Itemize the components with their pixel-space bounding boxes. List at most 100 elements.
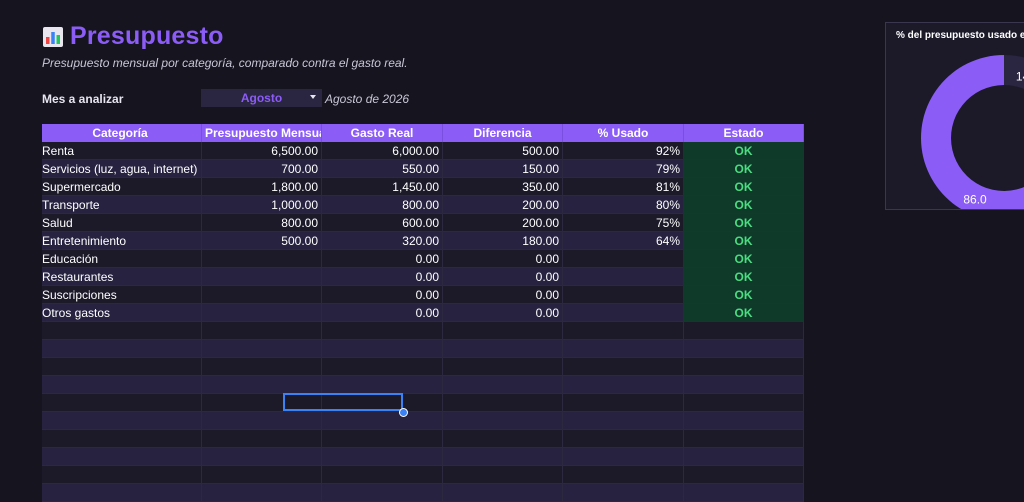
table-cell[interactable] [684, 376, 804, 394]
table-cell[interactable] [202, 358, 322, 376]
table-cell[interactable] [563, 376, 684, 394]
table-cell[interactable]: Salud [42, 214, 202, 232]
table-cell[interactable]: 200.00 [443, 214, 563, 232]
table-cell[interactable]: 1,450.00 [322, 178, 443, 196]
table-cell[interactable] [202, 484, 322, 502]
status-badge[interactable]: OK [684, 160, 804, 178]
table-cell[interactable]: 1,800.00 [202, 178, 322, 196]
table-cell[interactable] [684, 412, 804, 430]
table-cell[interactable] [443, 340, 563, 358]
table-cell[interactable]: 550.00 [322, 160, 443, 178]
table-cell[interactable] [202, 466, 322, 484]
selected-cell[interactable] [283, 393, 403, 411]
donut-slice[interactable] [921, 55, 1024, 210]
table-cell[interactable] [563, 268, 684, 286]
table-cell[interactable] [42, 376, 202, 394]
table-cell[interactable] [563, 412, 684, 430]
table-cell[interactable]: 1,000.00 [202, 196, 322, 214]
table-cell[interactable]: 180.00 [443, 232, 563, 250]
donut-chart[interactable]: 14.0% 86.0 % del presupuesto usado est [885, 22, 1024, 210]
table-cell[interactable] [42, 358, 202, 376]
table-cell[interactable]: Suscripciones [42, 286, 202, 304]
table-cell[interactable] [684, 466, 804, 484]
table-cell[interactable]: 0.00 [443, 304, 563, 322]
table-cell[interactable]: Renta [42, 142, 202, 160]
table-cell[interactable] [563, 466, 684, 484]
table-cell[interactable] [443, 412, 563, 430]
column-header[interactable]: Presupuesto Mensual [202, 124, 322, 142]
table-cell[interactable]: 500.00 [443, 142, 563, 160]
table-cell[interactable] [322, 430, 443, 448]
table-cell[interactable] [202, 430, 322, 448]
table-cell[interactable]: 75% [563, 214, 684, 232]
table-cell[interactable] [443, 358, 563, 376]
table-cell[interactable]: 800.00 [322, 196, 443, 214]
table-cell[interactable] [563, 322, 684, 340]
table-cell[interactable] [202, 376, 322, 394]
table-cell[interactable] [322, 394, 443, 412]
fill-handle[interactable] [399, 408, 408, 417]
table-cell[interactable]: 150.00 [443, 160, 563, 178]
table-cell[interactable] [202, 394, 322, 412]
table-cell[interactable]: 700.00 [202, 160, 322, 178]
table-cell[interactable] [563, 340, 684, 358]
table-cell[interactable]: 0.00 [322, 250, 443, 268]
table-cell[interactable] [684, 340, 804, 358]
table-cell[interactable] [202, 448, 322, 466]
status-badge[interactable]: OK [684, 268, 804, 286]
table-cell[interactable]: 0.00 [443, 286, 563, 304]
status-badge[interactable]: OK [684, 286, 804, 304]
table-cell[interactable] [42, 394, 202, 412]
table-cell[interactable]: 0.00 [443, 250, 563, 268]
table-cell[interactable] [443, 394, 563, 412]
column-header[interactable]: Categoría [42, 124, 202, 142]
table-cell[interactable]: Educación [42, 250, 202, 268]
table-cell[interactable] [322, 448, 443, 466]
table-cell[interactable]: Otros gastos [42, 304, 202, 322]
table-cell[interactable] [563, 286, 684, 304]
table-cell[interactable]: 320.00 [322, 232, 443, 250]
table-cell[interactable]: 800.00 [202, 214, 322, 232]
table-cell[interactable] [42, 484, 202, 502]
table-cell[interactable] [322, 466, 443, 484]
status-badge[interactable]: OK [684, 178, 804, 196]
table-cell[interactable]: Entretenimiento [42, 232, 202, 250]
table-cell[interactable] [563, 250, 684, 268]
table-cell[interactable]: 80% [563, 196, 684, 214]
table-cell[interactable]: 79% [563, 160, 684, 178]
table-cell[interactable] [322, 340, 443, 358]
table-cell[interactable]: 0.00 [322, 304, 443, 322]
table-cell[interactable]: 92% [563, 142, 684, 160]
table-cell[interactable] [42, 322, 202, 340]
column-header[interactable]: Estado [684, 124, 804, 142]
table-cell[interactable] [202, 322, 322, 340]
table-cell[interactable]: 200.00 [443, 196, 563, 214]
table-cell[interactable] [563, 304, 684, 322]
column-header[interactable]: Gasto Real [322, 124, 443, 142]
table-cell[interactable] [443, 322, 563, 340]
table-cell[interactable]: 6,500.00 [202, 142, 322, 160]
month-dropdown[interactable]: Agosto [201, 89, 322, 107]
status-badge[interactable]: OK [684, 232, 804, 250]
table-cell[interactable] [202, 286, 322, 304]
status-badge[interactable]: OK [684, 214, 804, 232]
table-cell[interactable]: 81% [563, 178, 684, 196]
table-cell[interactable] [322, 412, 443, 430]
table-cell[interactable] [202, 340, 322, 358]
table-cell[interactable]: 500.00 [202, 232, 322, 250]
table-cell[interactable]: 600.00 [322, 214, 443, 232]
table-cell[interactable]: 0.00 [322, 268, 443, 286]
table-cell[interactable]: Transporte [42, 196, 202, 214]
table-cell[interactable] [563, 430, 684, 448]
table-cell[interactable] [42, 340, 202, 358]
table-cell[interactable] [443, 466, 563, 484]
table-cell[interactable] [443, 484, 563, 502]
status-badge[interactable]: OK [684, 196, 804, 214]
table-cell[interactable]: 64% [563, 232, 684, 250]
table-cell[interactable] [443, 376, 563, 394]
table-cell[interactable] [684, 322, 804, 340]
table-cell[interactable] [202, 412, 322, 430]
table-cell[interactable] [684, 394, 804, 412]
table-cell[interactable]: Supermercado [42, 178, 202, 196]
table-cell[interactable] [42, 430, 202, 448]
